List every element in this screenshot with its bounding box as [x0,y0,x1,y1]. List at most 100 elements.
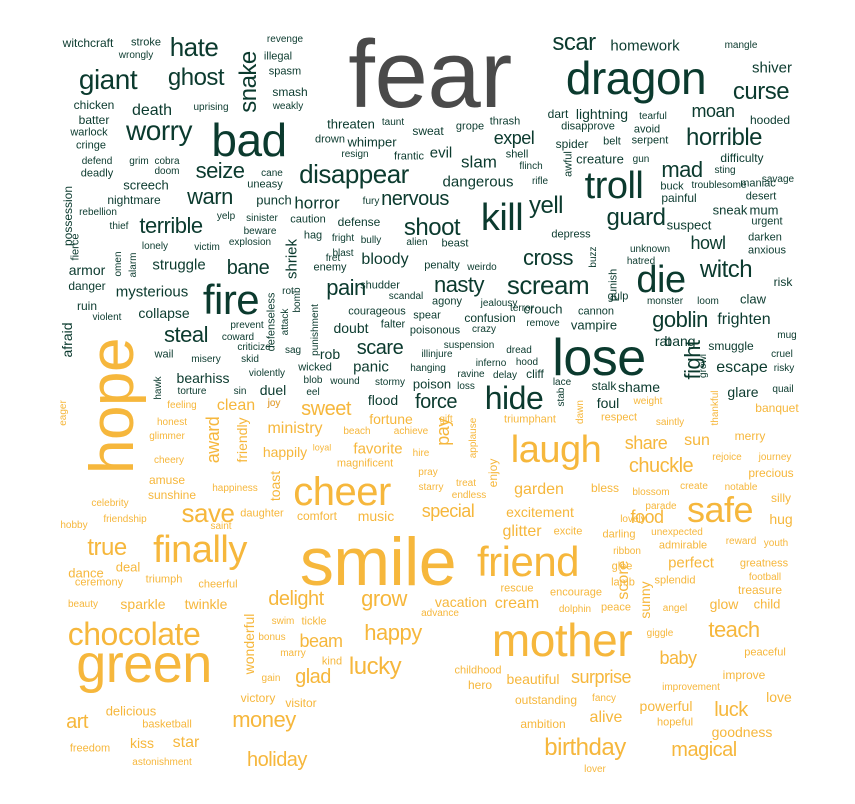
word-joy: joy [267,398,281,409]
word-hide: hide [484,380,544,416]
word-duel: duel [259,382,287,398]
word-sweat: sweat [412,124,444,138]
word-love: love [766,689,792,705]
word-daughter: daughter [240,507,284,520]
word-ghost: ghost [167,64,225,91]
word-powerful: powerful [639,698,693,714]
word-teach: teach [708,617,760,642]
word-defend: defend [81,156,113,167]
word-sting: sting [714,165,736,176]
word-mum: mum [749,202,779,218]
word-cruel: cruel [771,349,793,360]
word-avoid: avoid [633,123,661,136]
word-fret: fret [325,253,341,264]
word-yelp: yelp [216,211,236,222]
word-collapse: collapse [138,305,190,321]
word-happy: happy [364,620,422,645]
word-garden: garden [514,481,564,498]
word-violently: violently [248,368,286,379]
word-sweet: sweet [301,398,351,420]
word-afraid: afraid [59,322,75,358]
word-cliff: cliff [526,367,544,381]
word-rob: rob [319,346,341,362]
word-shudder: shudder [360,279,400,292]
word-scandal: scandal [388,291,424,302]
word-hooded: hooded [749,113,791,127]
word-maniac: maniac [740,177,776,190]
word-create: create [680,481,708,492]
word-fierce: fierce [69,233,82,261]
word-danger: danger [68,279,106,293]
word-difficulty: difficulty [720,151,764,165]
word-encourage: encourage [550,586,602,599]
word-weakly: weakly [272,101,304,112]
word-chocolate: chocolate [67,616,201,652]
word-stab: stab [556,387,567,407]
word-magical: magical [671,739,737,761]
word-growl: growl [698,354,709,378]
word-fury: fury [362,196,380,207]
word-share: share [624,433,668,453]
word-flinch: flinch [519,161,543,172]
word-wicked: wicked [298,361,332,374]
word-horrible: horrible [685,124,763,151]
word-twinkle: twinkle [184,596,228,612]
word-ribbon: ribbon [613,546,641,557]
word-merry: merry [734,429,766,443]
word-moan: moan [691,101,735,121]
word-hatred: hatred [626,256,656,267]
word-mother: mother [491,614,633,666]
word-revenge: revenge [266,34,304,45]
word-panic: panic [353,358,389,376]
word-warlock: warlock [70,126,108,139]
word-fear: fear [348,21,512,128]
word-beam: beam [299,631,343,651]
word-fright: fright [331,233,355,244]
word-threaten: threaten [327,116,375,132]
word-vacation: vacation [434,594,488,610]
word-bearhiss: bearhiss [176,370,230,386]
word-finally: finally [153,529,247,571]
word-screech: screech [123,177,169,193]
word-friend: friend [476,538,580,585]
word-alarm: alarm [128,252,139,278]
word-sinister: sinister [246,213,278,224]
word-stroke: stroke [131,36,161,49]
word-sun: sun [684,432,710,449]
word-triumphant: triumphant [504,413,556,426]
word-happily: happily [262,444,308,460]
word-escape: escape [716,359,768,376]
word-terrible: terrible [139,213,203,238]
word-astonishment: astonishment [132,757,192,768]
word-sag: sag [284,345,302,356]
word-spear: spear [413,309,441,322]
word-doom: doom [154,166,180,177]
word-slam: slam [461,152,497,172]
word-celebrity: celebrity [91,498,129,509]
word-childhood: childhood [454,664,502,677]
word-eager: eager [58,400,69,426]
word-happiness: happiness [212,483,258,494]
word-delicious: delicious [105,703,157,719]
word-worry: worry [126,115,192,146]
word-attack: attack [280,308,291,336]
word-notable: notable [724,482,758,493]
word-bless: bless [590,481,620,495]
word-nightmare: nightmare [107,193,161,207]
word-dawn: dawn [575,400,586,424]
word-kill: kill [480,197,524,239]
word-rescue: rescue [500,582,534,595]
word-hood: hood [515,357,539,368]
word-advance: advance [421,608,459,619]
word-lovely: lovely [620,514,646,525]
word-splendid: splendid [654,574,696,587]
word-remove: remove [526,318,560,329]
word-darken: darken [748,231,782,244]
word-anxious: anxious [748,244,786,257]
word-rifle: rifle [531,176,549,187]
word-giant: giant [78,64,138,95]
word-cheer: cheer [293,470,391,514]
word-delight: delight [268,588,324,610]
word-toast: toast [267,470,283,502]
word-loyal: loyal [312,442,332,453]
